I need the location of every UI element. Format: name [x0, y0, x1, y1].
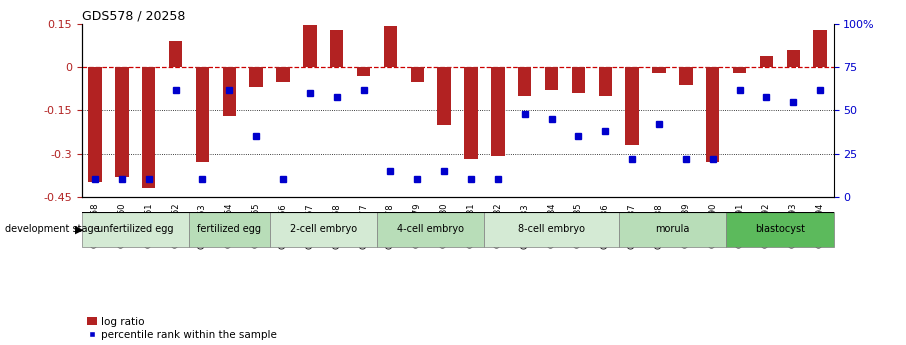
Bar [115, 67, 129, 177]
Bar [357, 67, 371, 76]
Text: blastocyst: blastocyst [755, 225, 805, 234]
Text: unfertilized egg: unfertilized egg [97, 225, 174, 234]
Bar [759, 56, 773, 67]
Bar [680, 67, 692, 85]
Bar [196, 67, 209, 162]
Bar [652, 67, 666, 73]
Bar [485, 212, 619, 247]
Bar [545, 67, 558, 90]
Bar [410, 67, 424, 82]
Bar [599, 67, 612, 96]
Bar [189, 212, 270, 247]
Bar [733, 67, 747, 73]
Text: fertilized egg: fertilized egg [198, 225, 261, 234]
Bar [82, 212, 189, 247]
Bar [619, 212, 726, 247]
Text: 4-cell embryo: 4-cell embryo [397, 225, 464, 234]
Bar [142, 67, 156, 188]
Legend: log ratio, percentile rank within the sample: log ratio, percentile rank within the sa… [87, 317, 277, 340]
Text: morula: morula [655, 225, 689, 234]
Bar [625, 67, 639, 145]
Bar [706, 67, 719, 162]
Bar [88, 67, 101, 182]
Bar [438, 67, 451, 125]
Bar [223, 67, 236, 116]
Bar [518, 67, 532, 96]
Text: ▶: ▶ [75, 225, 83, 234]
Bar [383, 26, 397, 67]
Bar [276, 67, 290, 82]
Text: development stage: development stage [5, 225, 99, 234]
Bar [464, 67, 477, 159]
Bar [726, 212, 834, 247]
Text: 2-cell embryo: 2-cell embryo [290, 225, 357, 234]
Bar [270, 212, 377, 247]
Bar [377, 212, 485, 247]
Bar [304, 25, 316, 67]
Bar [169, 41, 182, 67]
Bar [572, 67, 585, 93]
Bar [330, 30, 343, 67]
Bar [786, 50, 800, 67]
Text: 8-cell embryo: 8-cell embryo [518, 225, 585, 234]
Bar [249, 67, 263, 87]
Text: GDS578 / 20258: GDS578 / 20258 [82, 10, 185, 23]
Bar [814, 30, 827, 67]
Bar [491, 67, 505, 156]
